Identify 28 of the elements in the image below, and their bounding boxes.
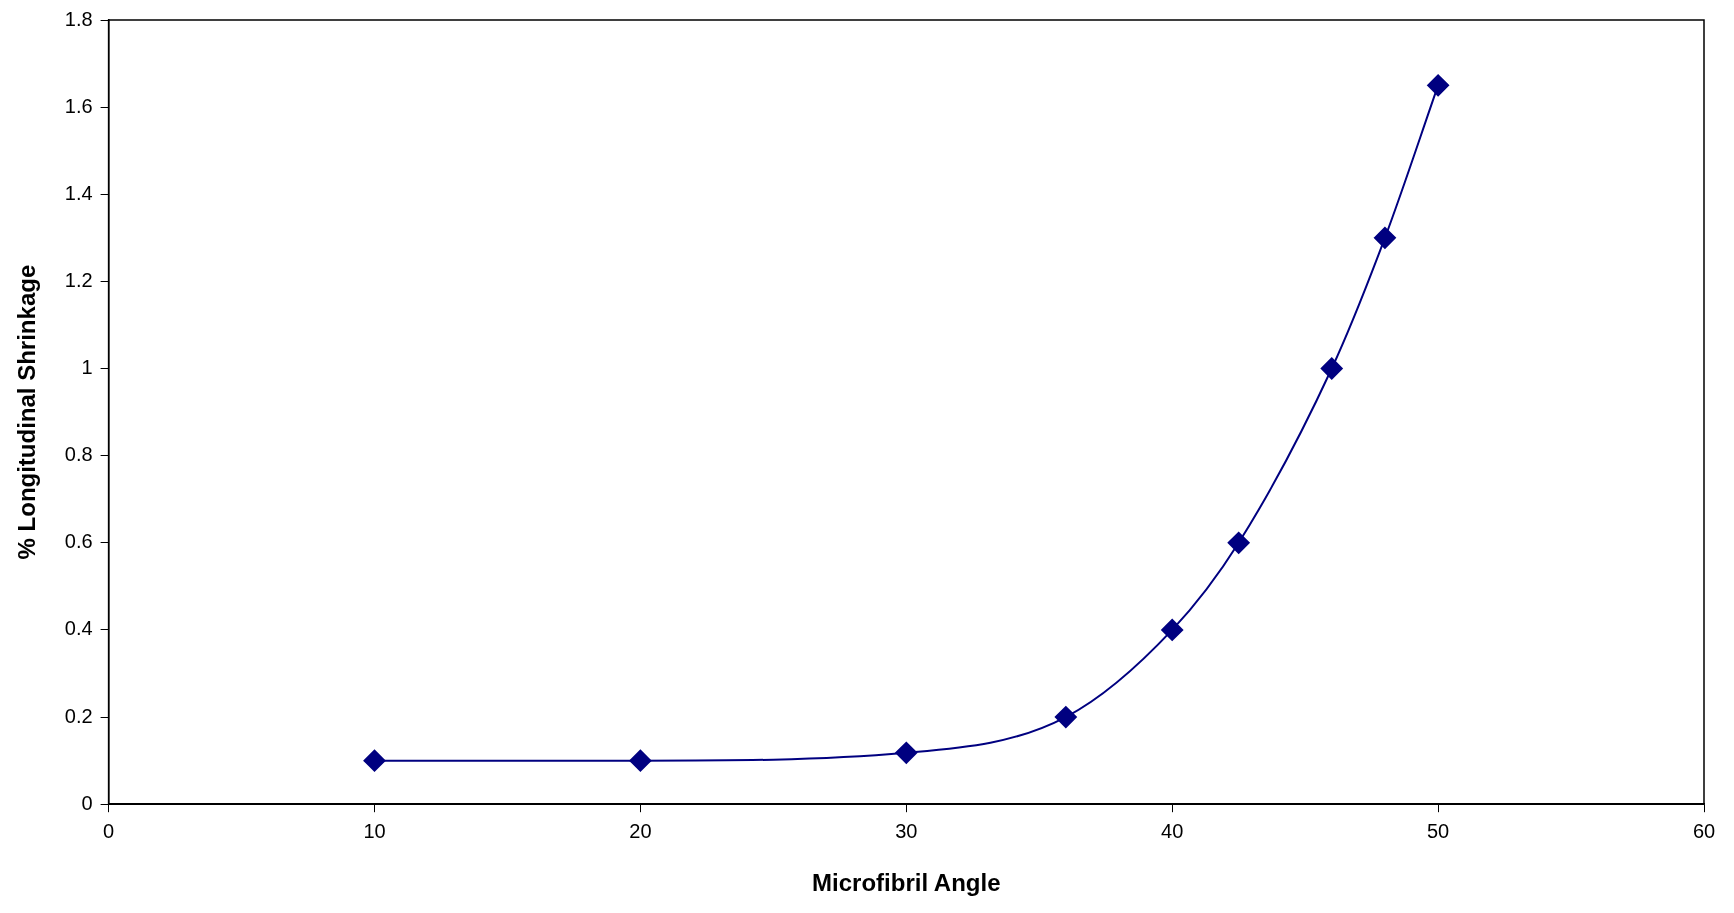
point bbox=[895, 741, 918, 764]
y-tick-label: 1.6 bbox=[64, 94, 93, 117]
x-tick-label: 50 bbox=[1426, 819, 1450, 842]
y-tick-label: 1.4 bbox=[64, 181, 93, 204]
point bbox=[1054, 706, 1077, 729]
point bbox=[1227, 531, 1250, 554]
y-tick-label: 1.2 bbox=[64, 268, 93, 291]
x-tick-label: 60 bbox=[1692, 819, 1716, 842]
point bbox=[1320, 357, 1343, 380]
x-tick-label: 10 bbox=[363, 819, 386, 842]
x-tick-label: 20 bbox=[629, 819, 652, 842]
y-tick-label: 0.4 bbox=[64, 617, 93, 640]
y-tick-label: 0 bbox=[81, 791, 93, 814]
y-tick-label: 1 bbox=[81, 356, 93, 379]
y-axis-title: % Longitudinal Shrinkage bbox=[13, 264, 41, 560]
x-tick-label: 0 bbox=[103, 819, 115, 842]
x-axis-title: Microfibril Angle bbox=[812, 869, 1001, 897]
y-tick-label: 0.6 bbox=[64, 530, 93, 553]
x-tick-label: 40 bbox=[1161, 819, 1184, 842]
point bbox=[629, 749, 652, 772]
point bbox=[363, 749, 386, 772]
y-tick-label: 1.8 bbox=[64, 7, 93, 30]
x-tick-label: 30 bbox=[895, 819, 918, 842]
point bbox=[1373, 226, 1396, 249]
point bbox=[1161, 618, 1184, 641]
point bbox=[1427, 74, 1450, 97]
y-tick-label: 0.8 bbox=[64, 443, 93, 466]
y-tick-label: 0.2 bbox=[64, 704, 93, 727]
